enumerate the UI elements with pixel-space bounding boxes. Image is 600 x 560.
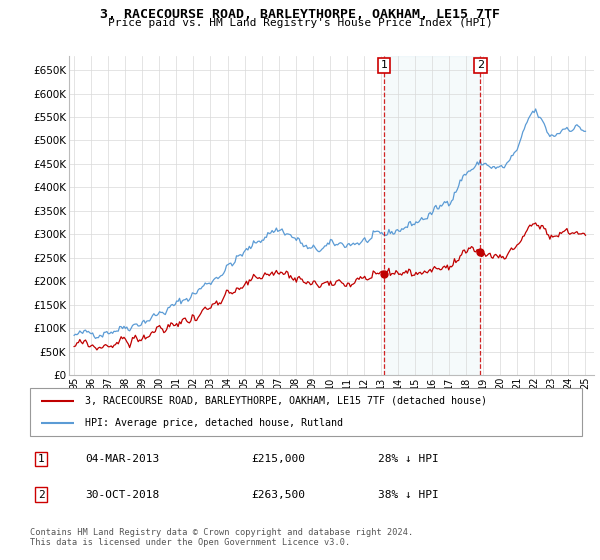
Text: HPI: Average price, detached house, Rutland: HPI: Average price, detached house, Rutl… (85, 418, 343, 428)
Text: 04-MAR-2013: 04-MAR-2013 (85, 454, 160, 464)
Text: 1: 1 (380, 60, 388, 71)
Text: 30-OCT-2018: 30-OCT-2018 (85, 489, 160, 500)
Text: Price paid vs. HM Land Registry's House Price Index (HPI): Price paid vs. HM Land Registry's House … (107, 18, 493, 29)
Text: £215,000: £215,000 (251, 454, 305, 464)
Text: 38% ↓ HPI: 38% ↓ HPI (378, 489, 439, 500)
Text: 1: 1 (38, 454, 44, 464)
FancyBboxPatch shape (30, 388, 582, 436)
Text: 3, RACECOURSE ROAD, BARLEYTHORPE, OAKHAM, LE15 7TF (detached house): 3, RACECOURSE ROAD, BARLEYTHORPE, OAKHAM… (85, 396, 487, 406)
Bar (384, 56, 481, 375)
Text: 2: 2 (477, 60, 484, 71)
Text: 28% ↓ HPI: 28% ↓ HPI (378, 454, 439, 464)
Text: 2: 2 (38, 489, 44, 500)
Text: Contains HM Land Registry data © Crown copyright and database right 2024.
This d: Contains HM Land Registry data © Crown c… (30, 528, 413, 547)
Text: 3, RACECOURSE ROAD, BARLEYTHORPE, OAKHAM, LE15 7TF: 3, RACECOURSE ROAD, BARLEYTHORPE, OAKHAM… (100, 8, 500, 21)
Text: £263,500: £263,500 (251, 489, 305, 500)
